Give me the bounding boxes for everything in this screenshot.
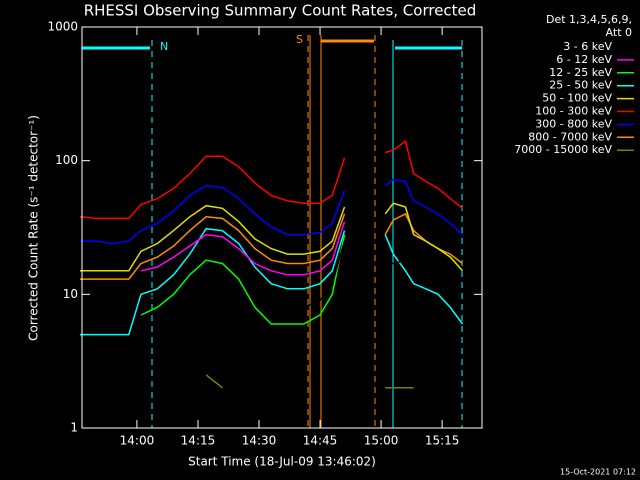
x-axis-label: Start Time (18-Jul-09 13:46:02) [188, 455, 376, 469]
x-tick-label: 14:00 [120, 434, 155, 448]
series-line [140, 240, 406, 309]
state-indicators: N S [82, 33, 463, 428]
series-line [80, 227, 464, 336]
legend-label: 7000 - 15000 keV [514, 143, 612, 156]
legend-label: 12 - 25 keV [549, 66, 612, 79]
plot-frame [81, 26, 483, 429]
series-line [80, 212, 463, 280]
legend-label: 50 - 100 keV [542, 92, 612, 105]
series-line [79, 139, 463, 220]
legend-label: 25 - 50 keV [549, 79, 612, 92]
y-axis-label: Corrected Count Rate (s⁻¹ detector⁻¹) [27, 115, 41, 341]
x-tick-label: 14:45 [303, 434, 338, 448]
y-tick-label: 100 [55, 153, 78, 167]
legend-label: 100 - 300 keV [535, 105, 612, 118]
legend-title: Det 1,3,4,5,6,9, [546, 13, 632, 26]
x-tick-label: 15:00 [364, 434, 399, 448]
y-tick-label: 10 [63, 287, 78, 301]
y-tick-label: 1 [70, 421, 78, 435]
series-line [140, 221, 346, 276]
y-tick-label: 1000 [47, 20, 78, 34]
x-tick-label: 14:30 [242, 434, 277, 448]
legend-label: 3 - 6 keV [563, 40, 612, 53]
legend-label: 300 - 800 keV [535, 117, 612, 130]
series-line [140, 234, 346, 325]
x-tick-label: 15:15 [425, 434, 460, 448]
series-line [80, 178, 464, 245]
series-line [80, 202, 464, 272]
footer: 15-Oct-2021 07:12 [560, 468, 636, 477]
chart-title: RHESSI Observing Summary Count Rates, Co… [84, 2, 477, 20]
legend-title: Att 0 [606, 26, 632, 39]
legend-label: 6 - 12 keV [556, 53, 612, 66]
saa-label: S [296, 33, 303, 46]
night-label: N [160, 40, 168, 53]
x-tick-label: 14:15 [181, 434, 216, 448]
series-line [205, 374, 414, 389]
legend-label: 800 - 7000 keV [528, 130, 612, 143]
